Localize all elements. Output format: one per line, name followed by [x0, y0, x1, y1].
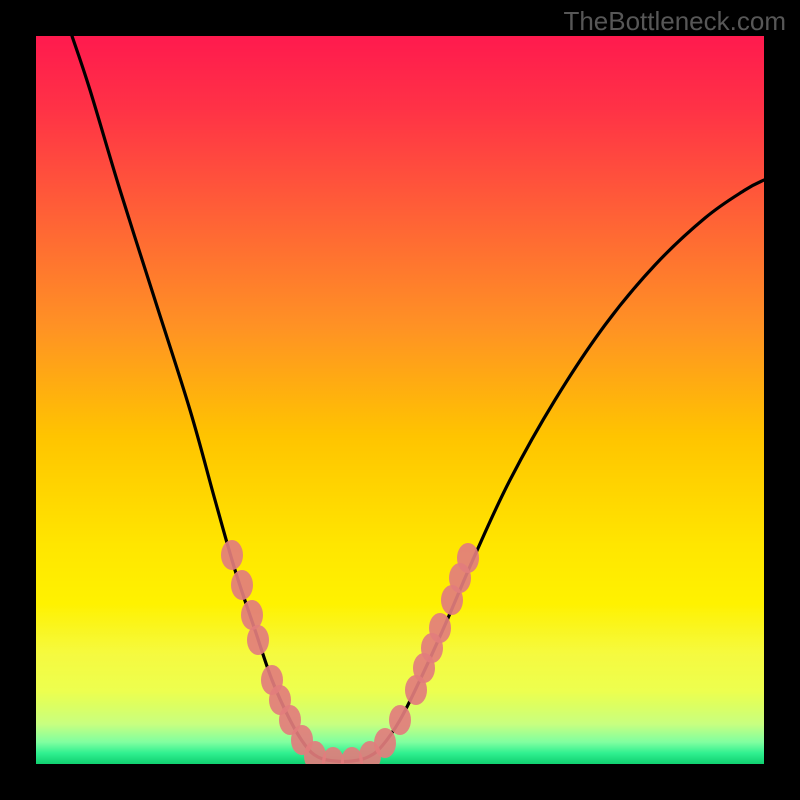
bead-marker	[374, 728, 396, 758]
bead-marker	[231, 570, 253, 600]
bead-marker	[247, 625, 269, 655]
bead-marker	[221, 540, 243, 570]
bead-marker	[389, 705, 411, 735]
bead-marker	[457, 543, 479, 573]
fade-band	[36, 604, 764, 706]
watermark-text: TheBottleneck.com	[563, 6, 786, 37]
chart-frame: TheBottleneck.com	[0, 0, 800, 800]
bead-marker	[429, 613, 451, 643]
bottleneck-chart-svg	[0, 0, 800, 800]
